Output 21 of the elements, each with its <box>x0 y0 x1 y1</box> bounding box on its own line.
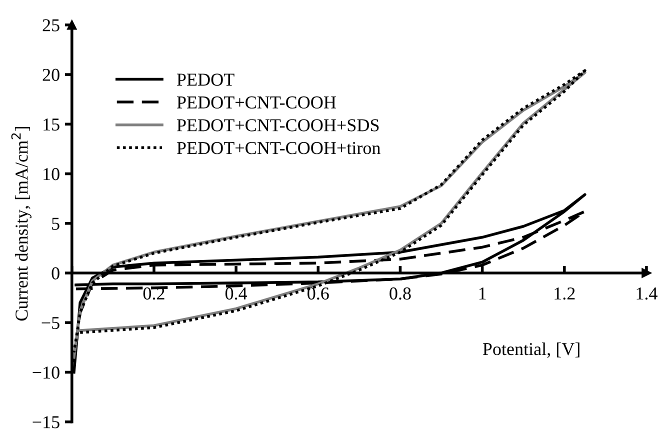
y-tick-label: 20 <box>42 68 60 81</box>
y-axis-title: Current density, [mA/cm$^{2}$] <box>11 126 32 321</box>
y-tick-label: −10 <box>32 366 60 379</box>
x-tick-label: 1.2 <box>554 287 575 300</box>
legend-label: PEDOT <box>176 74 234 86</box>
x-tick-label: 0.6 <box>308 287 329 300</box>
legend-label: PEDOT+CNT-COOH <box>176 96 336 109</box>
x-tick-label: 0.4 <box>225 287 248 300</box>
y-tick-label: −15 <box>32 416 60 428</box>
y-tick-label: 15 <box>44 118 60 131</box>
x-tick-label: 1 <box>479 288 486 300</box>
y-tick-label: −5 <box>42 317 60 330</box>
y-tick-label: 25 <box>42 19 60 32</box>
y-tick-label: 5 <box>52 218 60 230</box>
x-tick-label: 0.8 <box>390 287 411 300</box>
legend-label: PEDOT+CNT-COOH+tiron <box>176 142 380 154</box>
legend-label: PEDOT+CNT-COOH+SDS <box>176 119 379 132</box>
y-tick-label: 10 <box>44 168 60 180</box>
x-tick-label: 1.4 <box>636 288 658 300</box>
y-tick-label: 0 <box>52 267 60 280</box>
x-axis-title: Potential, [V] <box>482 342 580 358</box>
